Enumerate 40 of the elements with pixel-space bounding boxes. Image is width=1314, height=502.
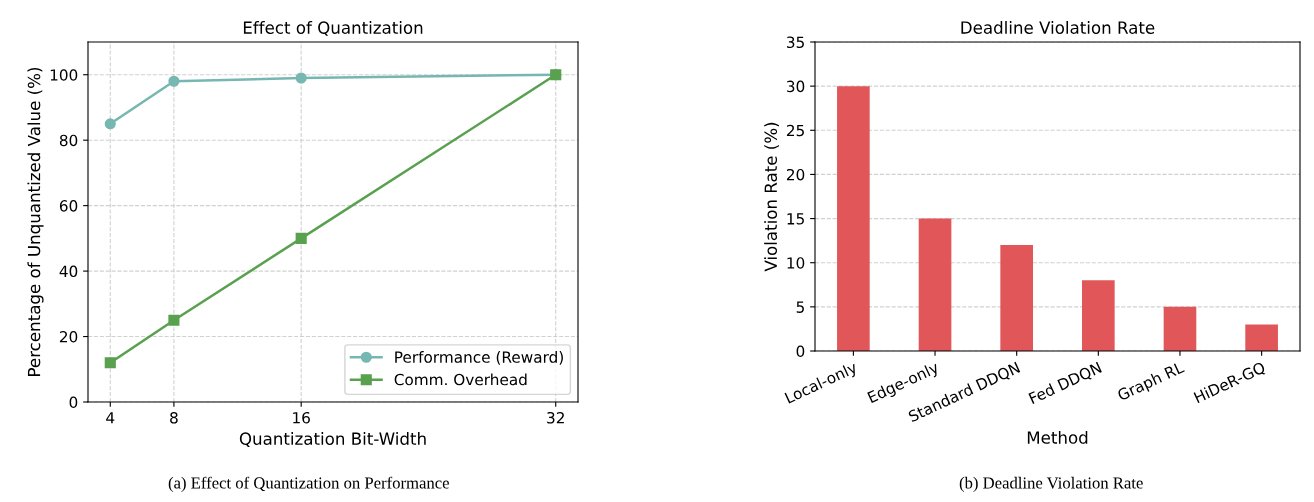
y-tick-label: 10 (787, 257, 805, 269)
y-tick-label: 20 (786, 168, 805, 181)
y-tick-label: 0 (796, 345, 805, 358)
point (168, 75, 180, 87)
point (104, 118, 116, 130)
y-axis-title: Violation Rate (%) (764, 122, 780, 272)
y-tick-label: 5 (796, 301, 804, 313)
y-tick-label: 40 (59, 265, 78, 278)
point (295, 72, 307, 84)
y-tick-label: 0 (69, 396, 78, 409)
x-tick-label: 8 (170, 411, 178, 424)
x-tick-label: 4 (106, 412, 115, 424)
x-tick-label: 16 (293, 411, 310, 424)
y-axis-title: Percentage of Unquantized Value (%) (27, 67, 44, 376)
x-axis-title: Method (1027, 430, 1088, 444)
bar (1000, 245, 1034, 351)
bar (1081, 280, 1115, 351)
y-tick-label: 30 (787, 80, 805, 93)
y-tick-label: 20 (59, 331, 78, 343)
point (104, 357, 116, 369)
text: (a) Effect of Quantization on Performance (168, 476, 449, 492)
y-tick-label: 35 (787, 36, 804, 49)
bar (837, 86, 870, 351)
bar (1163, 306, 1197, 351)
y-tick-label: 15 (787, 213, 804, 225)
legend-label: Performance (Reward) (395, 351, 563, 365)
legend-label: Comm. Overhead (394, 373, 527, 386)
bar (918, 218, 952, 351)
point (168, 314, 180, 326)
y-tick-label: 25 (786, 124, 804, 137)
y-tick-label: 60 (59, 200, 78, 212)
text: (b) Deadline Violation Rate (959, 476, 1143, 492)
bar (1245, 324, 1278, 351)
y-tick-label: 80 (59, 134, 78, 147)
chart-title: Deadline Violation Rate (961, 21, 1155, 34)
point (295, 232, 307, 244)
x-axis-title: Quantization Bit-Width (239, 432, 426, 447)
chart-title: Effect of Quantization (243, 21, 423, 36)
x-tick-label: 32 (547, 411, 564, 424)
y-tick-label: 100 (50, 69, 78, 81)
